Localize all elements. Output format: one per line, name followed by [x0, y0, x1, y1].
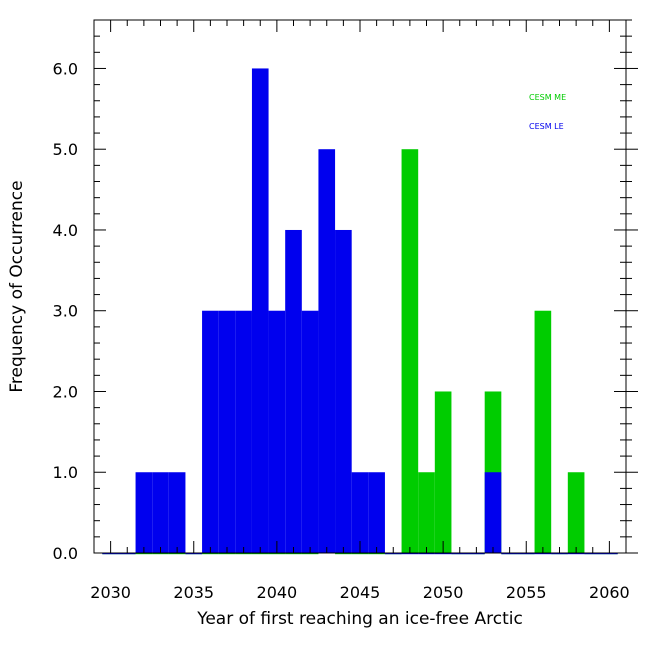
bar-cesm-le-2050	[434, 553, 452, 555]
cesm-le-series	[102, 68, 618, 555]
bar-cesm-me-2049	[418, 472, 435, 553]
x-tick-label: 2060	[589, 583, 630, 602]
bar-cesm-me-2039	[251, 553, 269, 555]
bar-cesm-le-2033	[152, 472, 169, 553]
bar-cesm-le-2053	[484, 472, 502, 553]
bar-cesm-le-2049	[418, 553, 435, 555]
bar-cesm-me-2044	[335, 553, 352, 555]
bar-cesm-me-2034	[168, 553, 186, 555]
bar-cesm-me-2056	[534, 310, 552, 553]
bar-cesm-le-2038	[235, 310, 252, 553]
bar-cesm-me-2058	[567, 472, 585, 553]
bar-cesm-le-2032	[135, 472, 153, 553]
bar-cesm-le-2057	[551, 553, 568, 555]
bar-cesm-le-2042	[301, 310, 319, 553]
legend: CESM ME CESM LE	[529, 93, 566, 131]
bar-cesm-le-2030	[102, 553, 119, 555]
y-tick-label: 3.0	[53, 302, 78, 321]
y-tick-label: 4.0	[53, 221, 78, 240]
x-tick-label: 2050	[423, 583, 464, 602]
bar-cesm-le-2041	[285, 229, 302, 553]
bar-cesm-le-2031	[118, 553, 136, 555]
bar-cesm-le-2044	[335, 229, 352, 553]
bar-cesm-le-2034	[168, 472, 186, 553]
x-tick-label: 2055	[506, 583, 547, 602]
y-tick-label: 0.0	[53, 544, 78, 563]
bar-cesm-me-2050	[434, 391, 452, 553]
bar-cesm-le-2037	[218, 310, 236, 553]
bar-cesm-le-2039	[251, 68, 269, 553]
x-axis-title: Year of first reaching an ice-free Arcti…	[196, 609, 523, 629]
bar-cesm-le-2043	[318, 149, 336, 553]
y-tick-label: 6.0	[53, 59, 78, 78]
bar-cesm-le-2052	[468, 553, 485, 555]
bar-cesm-me-2038	[235, 553, 252, 555]
bar-cesm-le-2056	[534, 553, 552, 555]
axis-ticks	[93, 19, 638, 554]
bar-cesm-le-2047	[384, 553, 402, 555]
x-tick-label: 2045	[340, 583, 381, 602]
legend-entry-cesm-me: CESM ME	[529, 93, 566, 102]
bar-cesm-le-2036	[202, 310, 219, 553]
bar-cesm-le-2040	[268, 310, 286, 553]
bar-cesm-le-2058	[567, 553, 585, 555]
x-tick-label: 2030	[90, 583, 131, 602]
bar-cesm-me-2040	[268, 553, 286, 555]
bar-cesm-le-2054	[501, 553, 518, 555]
x-tick-label: 2035	[173, 583, 214, 602]
bar-cesm-me-2041	[285, 553, 302, 555]
bar-cesm-le-2055	[517, 553, 535, 555]
y-tick-label: 5.0	[53, 140, 78, 159]
bar-cesm-me-2036	[202, 553, 219, 555]
bar-cesm-le-2060	[601, 553, 618, 555]
y-tick-label: 1.0	[53, 463, 78, 482]
legend-entry-cesm-le: CESM LE	[529, 122, 564, 131]
bar-cesm-me-2042	[301, 553, 319, 555]
axis-tick-labels: 2030 2035 2040 2045 2050 2055 2060 0.0 1.0 2.0 3.0…	[53, 59, 630, 602]
bar-cesm-me-2046	[368, 553, 385, 555]
bar-cesm-le-2046	[368, 472, 385, 553]
y-tick-label: 2.0	[53, 382, 78, 401]
bar-cesm-me-2045	[351, 553, 369, 555]
bar-cesm-me-2033	[152, 553, 169, 555]
bar-cesm-me-2032	[135, 553, 153, 555]
y-axis-title: Frequency of Occurrence	[7, 180, 27, 392]
bar-cesm-me-2037	[218, 553, 236, 555]
bar-cesm-me-2048	[401, 149, 419, 553]
bar-cesm-le-2045	[351, 472, 369, 553]
x-tick-label: 2040	[257, 583, 298, 602]
bar-cesm-le-2059	[584, 553, 602, 555]
bar-cesm-le-2051	[451, 553, 469, 555]
bar-cesm-le-2035	[185, 553, 203, 555]
bar-cesm-le-2048	[401, 553, 419, 555]
